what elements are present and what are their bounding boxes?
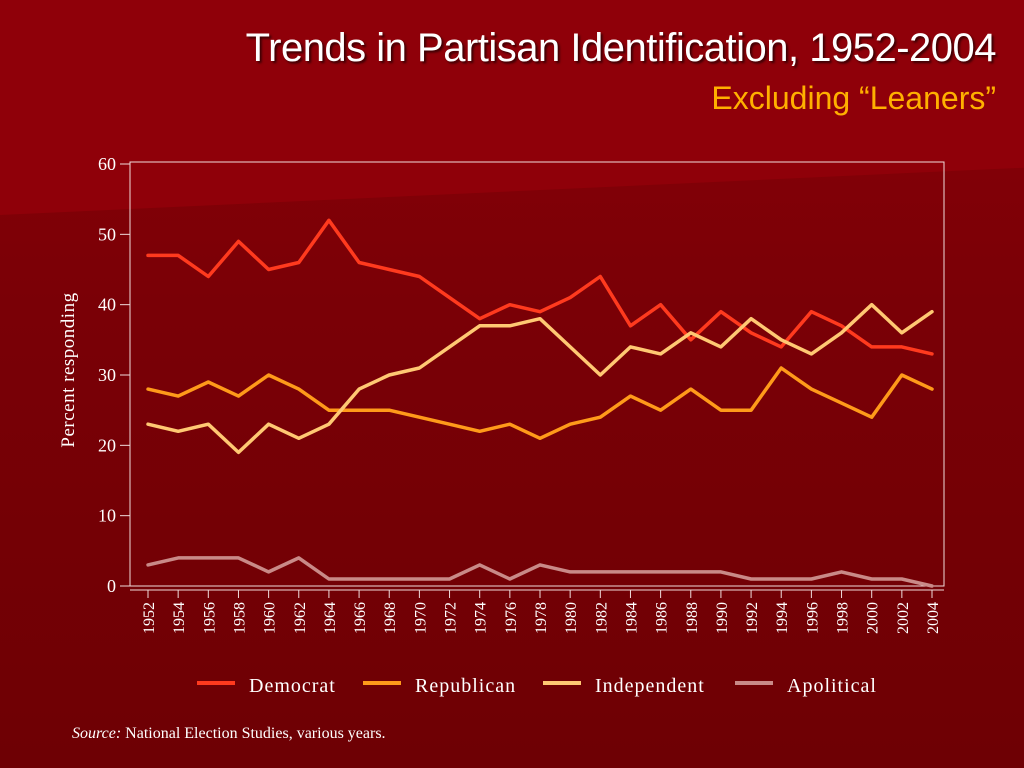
x-tick-label: 1968 (382, 602, 399, 634)
y-tick-label: 10 (98, 506, 116, 526)
x-tick-label: 1958 (231, 602, 248, 634)
x-tick-label: 1990 (714, 602, 731, 634)
source-label: Source: (72, 725, 122, 742)
x-tick-label: 1996 (804, 602, 821, 634)
x-tick-label: 1998 (835, 602, 852, 634)
plot-frame (129, 161, 945, 587)
y-tick-label: 20 (98, 435, 116, 455)
x-tick-label: 1952 (141, 602, 158, 634)
x-axis: 1952 1954 1956 1958 1960 1962 1964 1966 1968 1970… (130, 589, 944, 634)
x-tick-label: 1972 (443, 602, 460, 634)
x-tick-label: 1976 (503, 602, 520, 634)
y-tick-label: 30 (98, 365, 116, 385)
x-tick-label: 2000 (865, 602, 882, 634)
x-tick-label: 1992 (744, 602, 761, 634)
legend-label-independent: Independent (595, 675, 705, 697)
x-tick-label: 2004 (925, 602, 942, 634)
series-line-independent (146, 302, 934, 455)
x-tick-label: 1988 (684, 602, 701, 634)
x-tick-label: 1964 (322, 602, 339, 634)
y-tick-label: 50 (98, 224, 116, 244)
source-text: National Election Studies, various years… (125, 725, 386, 742)
x-tick-label: 1974 (473, 602, 490, 634)
page-subtitle: Excluding “Leaners” (711, 80, 996, 116)
legend-label-republican: Republican (415, 675, 516, 697)
series-line-democrat (146, 218, 934, 356)
x-tick-label: 1978 (533, 602, 550, 634)
x-tick-label: 1970 (412, 602, 429, 634)
series-lines (146, 218, 934, 588)
x-tick-label: 1980 (563, 602, 580, 634)
legend-label-democrat: Democrat (249, 675, 336, 697)
legend: Democrat Republican Independent Apolitical (197, 675, 877, 697)
x-tick-label: 1986 (654, 602, 671, 634)
y-tick-label: 40 (98, 295, 116, 315)
x-tick-label: 1954 (171, 602, 188, 634)
x-tick-label: 1960 (262, 602, 279, 634)
series-line-apolitical (146, 556, 934, 588)
y-axis: 0 10 20 30 40 50 60 (98, 154, 130, 596)
x-tick-label: 2002 (895, 602, 912, 634)
x-tick-label: 1984 (623, 602, 640, 634)
y-axis-label: Percent responding (58, 292, 79, 447)
series-line-republican (146, 366, 934, 441)
legend-label-apolitical: Apolitical (787, 675, 877, 697)
y-tick-label: 60 (98, 154, 116, 174)
page-title: Trends in Partisan Identification, 1952-… (245, 26, 997, 70)
x-tick-label: 1966 (352, 602, 369, 634)
x-tick-label: 1982 (593, 602, 610, 634)
x-tick-label: 1956 (201, 602, 218, 634)
source-note: Source: National Election Studies, vario… (72, 725, 386, 743)
x-tick-label: 1962 (292, 602, 309, 634)
x-tick-label: 1994 (774, 602, 791, 634)
y-tick-label: 0 (107, 576, 116, 596)
